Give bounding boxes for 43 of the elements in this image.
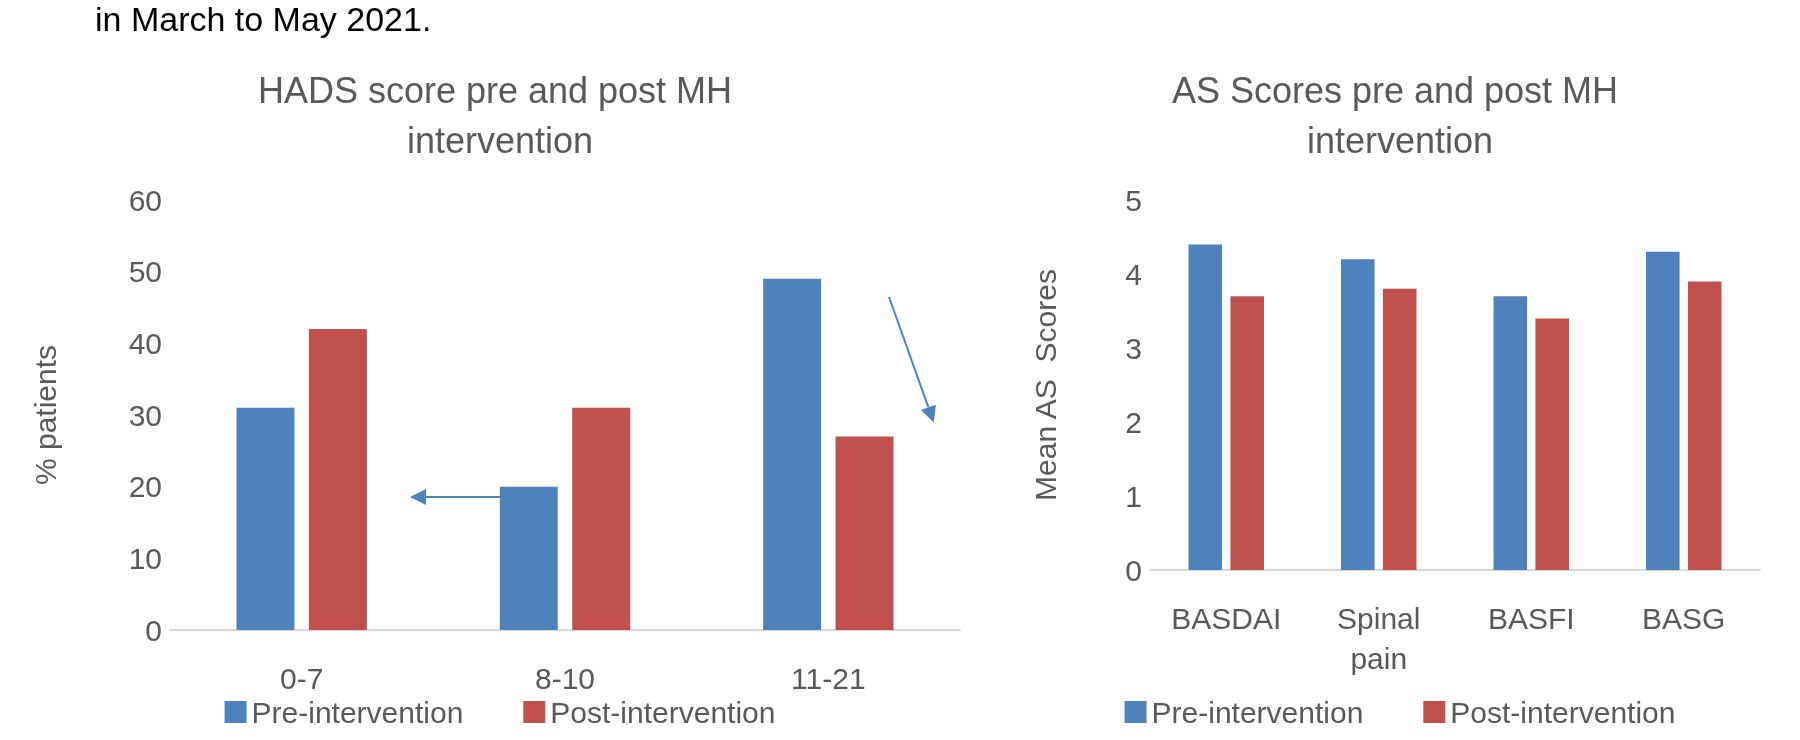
bar (835, 436, 894, 630)
y-tick-label: 60 (128, 183, 162, 217)
legend-label: Pre-intervention (1151, 695, 1364, 729)
legend-label: Post-intervention (550, 695, 776, 729)
y-tick-label: 10 (128, 541, 162, 575)
y-tick-label: 2 (1125, 405, 1142, 439)
y-axis-title: % patients (28, 344, 62, 486)
y-tick-label: 20 (128, 470, 162, 504)
bar (1646, 251, 1680, 570)
bar (1493, 296, 1528, 570)
y-tick-label: 40 (128, 326, 162, 360)
x-tick-label: 11-21 (791, 661, 866, 695)
y-tick-label: 1 (1125, 479, 1142, 513)
bar (572, 407, 631, 630)
bar (1341, 259, 1375, 570)
bar (763, 278, 822, 630)
bar (308, 329, 367, 630)
x-tick-label: BASDAI (1171, 601, 1282, 635)
x-tick-label: 8-10 (534, 661, 596, 695)
x-tick-label: BASFI (1487, 601, 1575, 635)
chart-title: AS Scores pre and post MH intervention (1171, 69, 1629, 161)
y-tick-label: 4 (1125, 257, 1142, 291)
bar (1230, 296, 1264, 570)
legend-label: Post-intervention (1450, 695, 1676, 729)
bar (236, 407, 295, 630)
y-tick-label: 50 (128, 255, 162, 289)
y-tick-label: 5 (1125, 183, 1142, 217)
bar (1188, 244, 1223, 570)
x-tick-label: Spinal pain (1337, 601, 1421, 675)
text: in March to May 2021. (95, 0, 432, 39)
bar (499, 486, 558, 630)
y-tick-label: 30 (128, 398, 162, 432)
bar (1535, 318, 1569, 570)
y-axis-title: Mean AS Scores (1028, 269, 1062, 501)
chart-title: HADS score pre and post MH intervention (257, 69, 743, 161)
y-tick-label: 3 (1125, 331, 1142, 365)
x-tick-label: 0-7 (279, 661, 324, 695)
legend-label: Pre-intervention (251, 695, 464, 729)
y-tick-label: 0 (1125, 553, 1142, 587)
y-tick-label: 0 (145, 613, 162, 647)
bar (1687, 281, 1722, 570)
x-tick-label: BASG (1642, 601, 1726, 635)
bar (1382, 288, 1417, 570)
